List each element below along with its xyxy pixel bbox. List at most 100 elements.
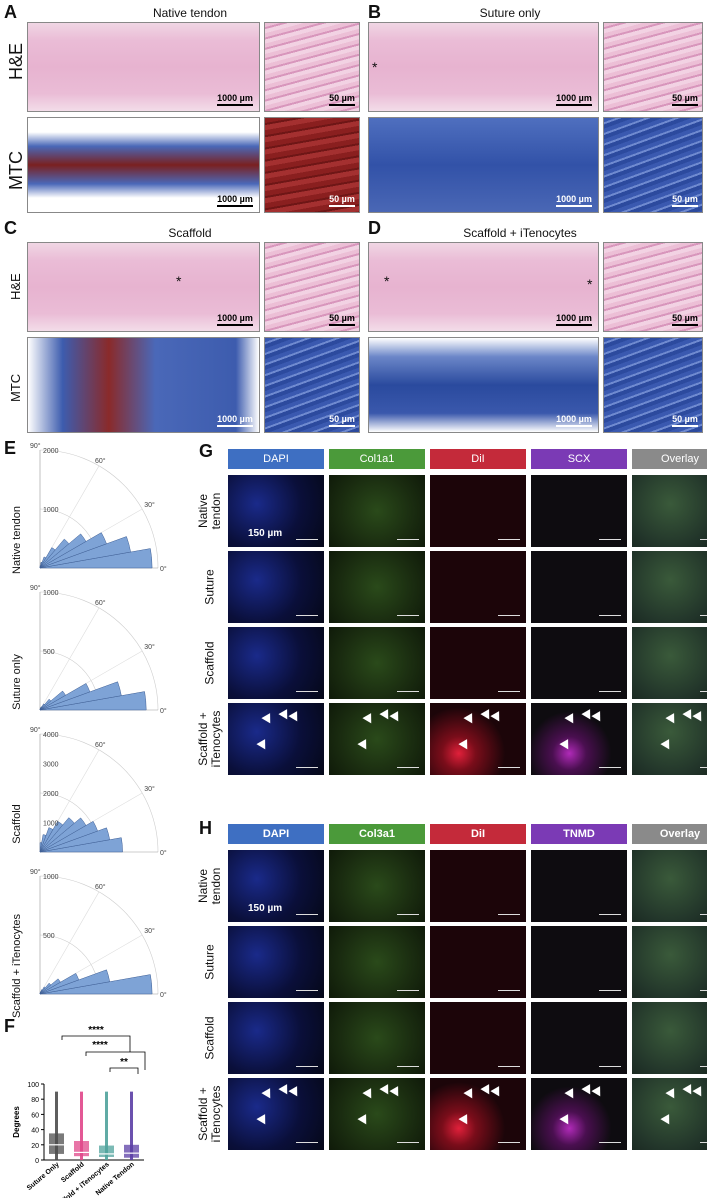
fluorescence-image <box>632 627 707 699</box>
scale-bar <box>599 539 621 540</box>
fluorescence-image <box>329 627 425 699</box>
scale-bar <box>700 1066 707 1067</box>
fluorescence-image <box>228 551 324 623</box>
polar-bin <box>39 986 46 995</box>
panel-e-letter: E <box>4 438 17 458</box>
polar-grid-spoke <box>39 891 100 995</box>
scale-label: 50 µm <box>672 93 698 103</box>
polar-plot: 90° 60° 30° 0° 500 1000 Scaffold + iTenocytes <box>11 868 167 1018</box>
arrowhead-marker <box>660 1114 674 1127</box>
sig-bracket <box>61 1035 131 1052</box>
polar-radial-label: 4000 <box>43 732 59 739</box>
polar-grid-arc <box>39 733 159 853</box>
panel-b-he-zoom: 50 µm <box>603 22 703 112</box>
fluorescence-image <box>430 926 526 998</box>
fluorescence-image <box>228 1002 324 1074</box>
panel-c-mtc-zoom: 50 µm <box>264 337 360 433</box>
scale-bar <box>296 1142 318 1143</box>
channel-header: DiI <box>430 449 526 469</box>
panel-c-title: Scaffold <box>168 226 212 240</box>
box-y-label: Degrees <box>12 1106 21 1138</box>
polar-angle-label: 30° <box>144 785 155 793</box>
panel-b-letter: B <box>368 2 381 22</box>
arrowhead-marker <box>256 1114 270 1127</box>
polar-angle-label: 30° <box>144 643 155 651</box>
scale-bar <box>296 990 318 991</box>
fluor-row-label: Native tendon <box>196 492 223 530</box>
asterisk-marker: * <box>372 59 378 75</box>
polar-row-label: Suture only <box>11 654 23 710</box>
scale-label: 1000 µm <box>556 313 592 323</box>
panel-c-mtc-image: 1000 µm <box>27 337 260 433</box>
sig-label: ** <box>120 1057 128 1068</box>
scale-bar <box>296 914 318 915</box>
box-y-tick-label: 80 <box>31 1097 39 1104</box>
scale-label: 1000 µm <box>217 194 253 204</box>
scale-bar <box>700 990 707 991</box>
scale-bar <box>397 990 419 991</box>
scale-bar <box>397 691 419 692</box>
polar-bin <box>39 820 98 853</box>
arrowhead-marker <box>591 1086 605 1099</box>
scale-bar <box>498 615 520 616</box>
scale-bar <box>397 1142 419 1143</box>
polar-bin <box>39 817 75 853</box>
polar-radial-label: 1000 <box>43 590 59 597</box>
fluorescence-image <box>430 1002 526 1074</box>
arrowhead-marker <box>458 1114 472 1127</box>
scale-bar <box>397 539 419 540</box>
panel-a-title: Native tendon <box>152 6 228 20</box>
fluor-row-label: Scaffold + iTenocytes <box>196 1085 223 1143</box>
arrowhead-marker <box>389 711 403 724</box>
fluorescence-image: 150 µm <box>228 850 324 922</box>
box-y-tick-label: 100 <box>27 1082 39 1089</box>
scale-bar <box>498 767 520 768</box>
scale-bar <box>397 1066 419 1067</box>
scale-bar <box>700 539 707 540</box>
fluor-row-label: Suture <box>202 944 217 980</box>
arrowhead-marker <box>362 713 376 726</box>
polar-radial-label: 1000 <box>43 874 59 881</box>
fluorescence-image <box>531 1002 627 1074</box>
arrowhead-marker <box>261 713 275 726</box>
box-y-tick-label: 40 <box>31 1128 39 1135</box>
fluorescence-image <box>632 551 707 623</box>
polar-bin <box>39 547 56 569</box>
fluorescence-image <box>329 926 425 998</box>
scale-label: 50 µm <box>329 313 355 323</box>
scale-label: 50 µm <box>672 414 698 424</box>
polar-angle-label: 90° <box>30 868 41 876</box>
row-label-he-cd: H&E <box>8 273 23 300</box>
polar-row-label: Scaffold <box>11 804 23 844</box>
polar-bin <box>39 973 80 995</box>
scale-label: 1000 µm <box>217 313 253 323</box>
scale-bar <box>700 1142 707 1143</box>
scale-bar <box>498 914 520 915</box>
fluorescence-image <box>531 551 627 623</box>
polar-angle-label: 30° <box>144 501 155 509</box>
scale-bar <box>599 990 621 991</box>
panel-a-letter: A <box>4 2 17 22</box>
fluorescence-image <box>531 703 627 775</box>
scale-label: 50 µm <box>672 194 698 204</box>
fluorescence-image <box>531 1078 627 1150</box>
arrowhead-marker <box>559 1114 573 1127</box>
fluorescence-image: 150 µm <box>228 475 324 547</box>
fluor-row-label: Scaffold + iTenocytes <box>196 710 223 768</box>
panel-d-mtc-image: 1000 µm <box>368 337 599 433</box>
fluor-row-label: Scaffold <box>202 641 217 685</box>
scale-bar <box>599 691 621 692</box>
panel-d-he-image: * * 1000 µm <box>368 242 599 332</box>
scale-label: 150 µm <box>248 903 283 914</box>
arrowhead-marker <box>665 713 679 726</box>
polar-radial-label: 1000 <box>43 821 59 828</box>
channel-header: DAPI <box>228 449 324 469</box>
scale-bar <box>599 914 621 915</box>
panel-b-title: Suture only <box>479 6 541 20</box>
polar-bin <box>39 533 87 569</box>
polar-grid-spoke <box>39 607 100 711</box>
polar-bin <box>39 683 91 711</box>
fluorescence-image <box>632 475 707 547</box>
scale-bar <box>397 767 419 768</box>
panel-e-polar-plots: 90° 60° 30° 0° 1000 2000 Native tendon 90° 60° 30… <box>11 442 167 1018</box>
